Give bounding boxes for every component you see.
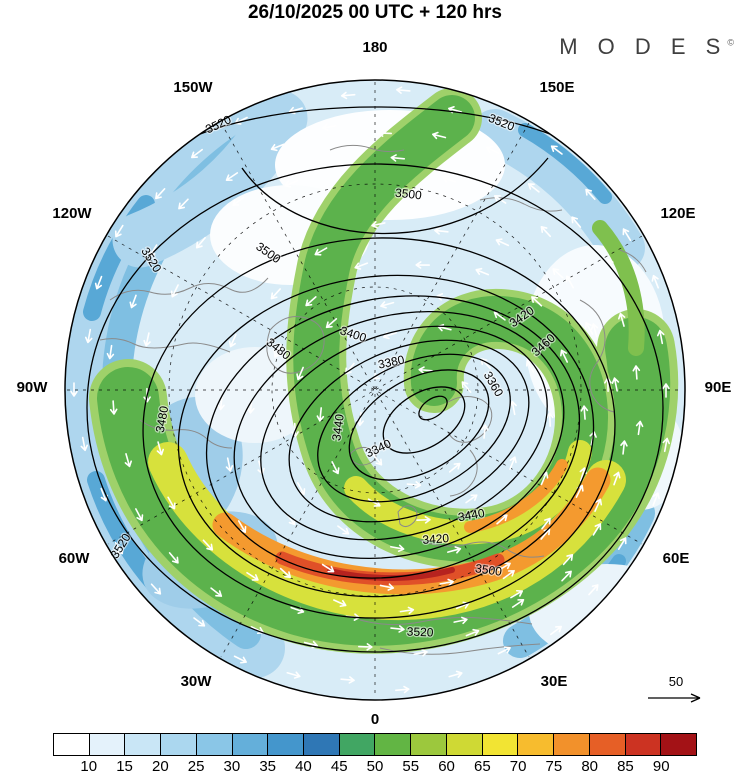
modes-logo: M O D E S© xyxy=(559,34,734,60)
contour-label: 3440 xyxy=(457,506,486,524)
colorbar-tick: 65 xyxy=(473,758,491,775)
colorbar-cell xyxy=(518,734,555,755)
colorbar-tick: 80 xyxy=(581,758,598,775)
colorbar-cell xyxy=(625,734,662,755)
lon-label-30w: 30W xyxy=(181,673,213,690)
colorbar-cell xyxy=(446,734,483,755)
lon-label-60w: 60W xyxy=(59,550,91,567)
colorbar-tick: 70 xyxy=(509,758,527,775)
lon-label-150w: 150W xyxy=(173,79,213,96)
colorbar-cell xyxy=(196,734,233,755)
colorbar-cell xyxy=(161,734,197,755)
colorbar-cell xyxy=(89,734,126,755)
copyright-icon: © xyxy=(727,37,734,48)
lon-label-90w: 90W xyxy=(17,379,49,396)
modes-logo-text: M O D E S xyxy=(559,34,728,59)
colorbar-cell xyxy=(661,734,696,755)
colorbar-tick: 45 xyxy=(330,758,348,775)
contour-label: 3500 xyxy=(394,186,422,203)
colorbar-tick: 25 xyxy=(187,758,205,775)
lon-label-90e: 90E xyxy=(705,379,732,396)
contour-label: 3440 xyxy=(329,413,347,442)
graticule xyxy=(67,82,683,698)
colorbar-cell xyxy=(589,734,626,755)
lon-label-60e: 60E xyxy=(663,550,690,567)
colorbar-tick: 60 xyxy=(438,758,455,775)
colorbar-tick: 35 xyxy=(259,758,276,775)
colorbar-cell xyxy=(554,734,590,755)
longitude-labels: 180 150W 150E 120W 120E 90W 90E 60W 60E … xyxy=(17,39,732,728)
map-boundary xyxy=(64,79,686,701)
colorbar-cell xyxy=(54,734,90,755)
colorbar-tick: 20 xyxy=(151,758,169,775)
lon-label-0: 0 xyxy=(371,711,379,728)
reference-arrow: 50 xyxy=(648,674,701,703)
height-contours xyxy=(86,106,664,653)
colorbar-tick: 50 xyxy=(366,758,384,775)
reference-arrow-glyph xyxy=(648,693,701,703)
colorbar-cell xyxy=(304,734,340,755)
colorbar-tick: 10 xyxy=(80,758,98,775)
colorbar-cell xyxy=(125,734,162,755)
colorbar-cells xyxy=(53,733,697,756)
colorbar-cell xyxy=(411,734,447,755)
coastlines xyxy=(99,144,647,655)
colorbar-tick: 30 xyxy=(223,758,241,775)
lon-label-180: 180 xyxy=(362,39,387,56)
lon-label-150e: 150E xyxy=(539,79,574,96)
contour-label: 3500 xyxy=(474,561,503,579)
lon-label-120w: 120W xyxy=(52,205,92,222)
colorbar-cell xyxy=(482,734,519,755)
shaded-field xyxy=(65,80,685,700)
colorbar-tick: 85 xyxy=(617,758,634,775)
colorbar-tick: 75 xyxy=(545,758,563,775)
reference-arrow-label: 50 xyxy=(669,674,683,689)
colorbar-tick: 40 xyxy=(295,758,312,775)
page-title: 26/10/2025 00 UTC + 120 hrs xyxy=(247,2,503,23)
colorbar-cell xyxy=(375,734,412,755)
colorbar-tick: 15 xyxy=(116,758,133,775)
colorbar-tick: 55 xyxy=(402,758,420,775)
contour-label: 3420 xyxy=(422,531,450,547)
colorbar-cell xyxy=(268,734,305,755)
colorbar-cell xyxy=(232,734,269,755)
contour-label: 3480 xyxy=(153,405,171,434)
colorbar-cell xyxy=(339,734,376,755)
contour-label: 3520 xyxy=(407,625,434,640)
colorbar-ticks: 10 15 20 25 30 35 40 45 50 55 60 65 70 75 80 85 90 xyxy=(53,758,697,778)
contour-label: 3380 xyxy=(377,352,406,371)
colorbar: 10 15 20 25 30 35 40 45 50 55 60 65 70 75 80 85 90 xyxy=(53,733,697,778)
colorbar-tick: 90 xyxy=(652,758,670,775)
lon-label-120e: 120E xyxy=(660,205,695,222)
lon-label-30e: 30E xyxy=(541,673,568,690)
